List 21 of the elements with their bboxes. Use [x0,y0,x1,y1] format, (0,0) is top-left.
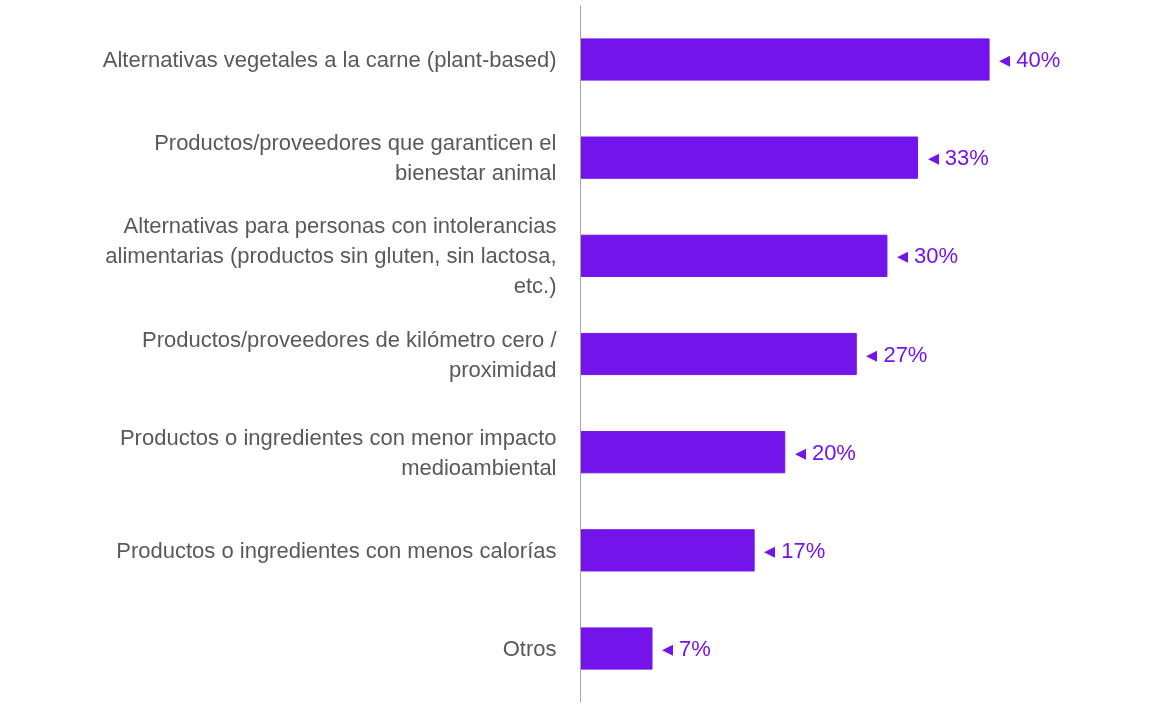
bar [580,431,786,474]
data-label: ◂ 33% [927,145,989,171]
data-label: ◂ 30% [896,243,959,269]
y-tick-label: Alternativas para personas con intolerancias alimentarias (productos sin gluten, sin lactosa, etc.) [105,213,557,299]
y-tick-label: Alternativas vegetales a la carne (plant-based) [102,46,557,72]
y-tick-label: Productos/proveedores de kilómetro cero / proximidad [141,326,558,382]
data-label: ◂ 20% [794,439,856,465]
y-tick-label: Otros [502,636,557,662]
bar [580,38,990,81]
data-label: ◂ 40% [999,46,1061,72]
bar [580,529,755,572]
data-label: ◂ 7% [662,636,711,662]
y-tick-label: Productos o ingredientes con menor impacto medioambiental [119,424,557,480]
bar [580,332,857,376]
bar [580,627,653,670]
data-label: ◂ 17% [764,537,826,563]
y-tick-label: Productos o ingredientes con menos calorías [116,537,557,563]
y-tick-label: Productos/proveedores que garanticen el bienestar animal [154,130,557,186]
data-label: ◂ 27% [866,341,928,367]
bar [580,234,888,277]
bar [580,136,919,179]
